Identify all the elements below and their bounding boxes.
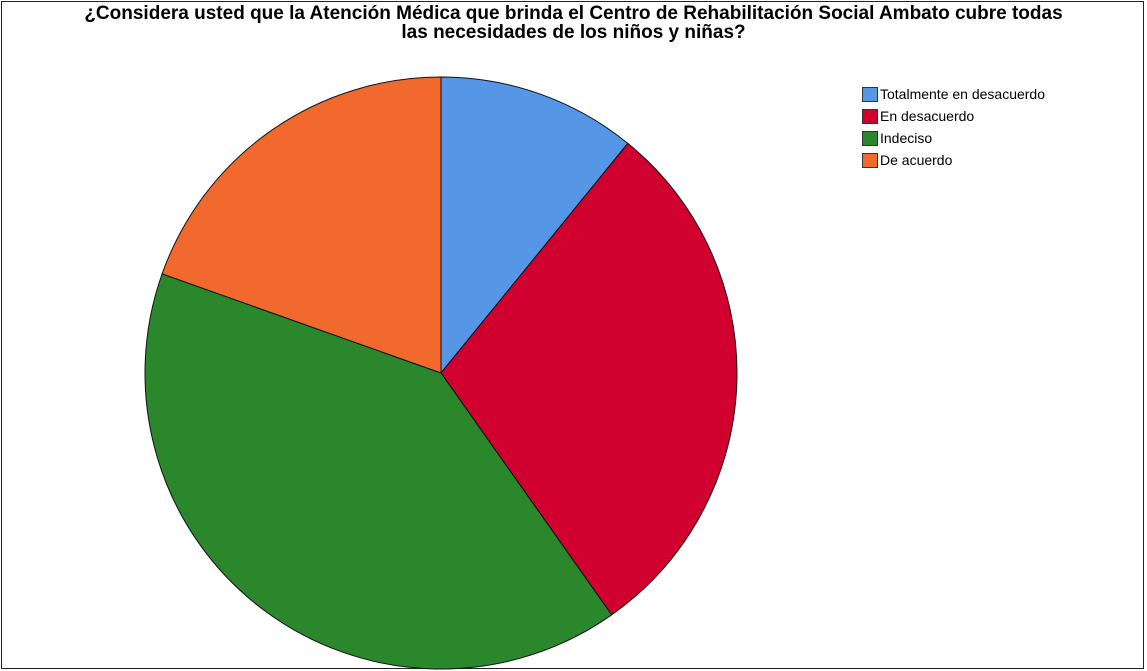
chart-title: ¿Considera usted que la Atención Médica … [0, 4, 1147, 42]
legend-swatch [862, 108, 878, 124]
legend-label: En desacuerdo [880, 108, 975, 124]
pie-slices [144, 76, 738, 670]
legend-item: Indeciso [862, 127, 1045, 149]
pie-slice [161, 76, 442, 374]
legend-label: Totalmente en desacuerdo [880, 86, 1045, 102]
pie-slice [144, 273, 613, 670]
legend-item: En desacuerdo [862, 105, 1045, 127]
chart-title-line-1: ¿Considera usted que la Atención Médica … [84, 3, 1063, 24]
legend-item: De acuerdo [862, 149, 1045, 171]
chart-title-line-2: las necesidades de los niños y niñas? [401, 22, 746, 43]
legend-swatch [862, 130, 878, 146]
pie-slice [440, 142, 738, 616]
legend-swatch [862, 152, 878, 168]
legend-item: Totalmente en desacuerdo [862, 83, 1045, 105]
chart-legend: Totalmente en desacuerdo En desacuerdo I… [862, 83, 1045, 171]
legend-label: De acuerdo [880, 152, 953, 168]
legend-label: Indeciso [880, 130, 933, 146]
pie-slice [440, 76, 629, 375]
legend-swatch [862, 86, 878, 102]
